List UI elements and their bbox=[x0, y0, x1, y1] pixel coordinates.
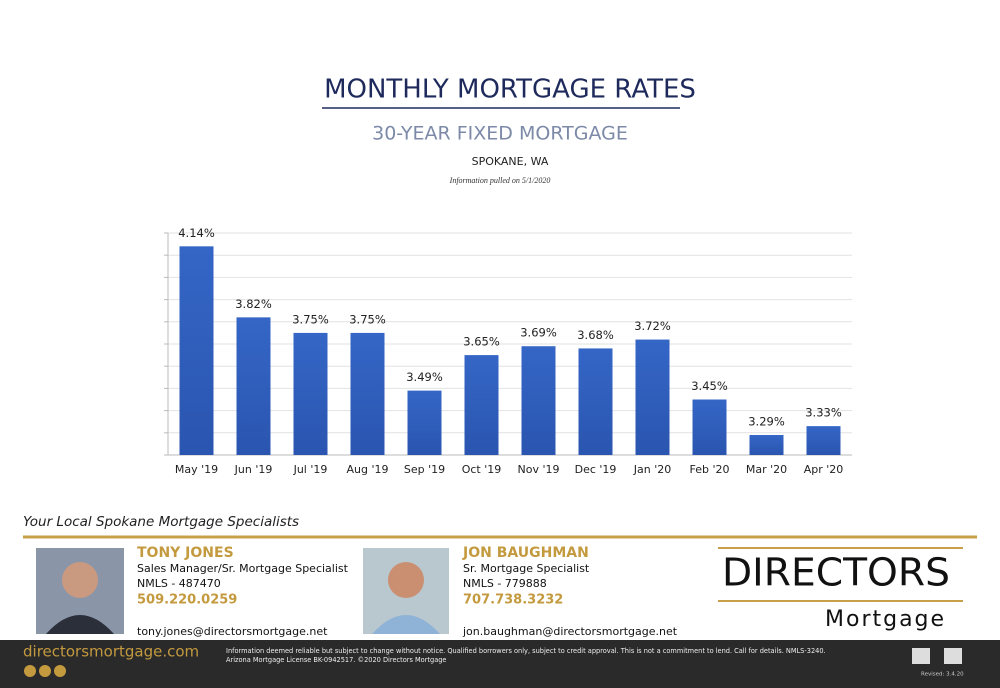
bar bbox=[407, 390, 442, 455]
social-icon[interactable] bbox=[54, 665, 66, 677]
bar bbox=[179, 246, 214, 455]
x-tick-label: Aug '19 bbox=[347, 463, 389, 476]
logo-name: DIRECTORS bbox=[722, 551, 950, 595]
chart-title: MONTHLY MORTGAGE RATES bbox=[324, 75, 696, 105]
value-label: 3.69% bbox=[520, 326, 557, 340]
agent-phone: 509.220.0259 bbox=[137, 593, 237, 608]
badge bbox=[944, 648, 962, 664]
social-icon[interactable] bbox=[24, 665, 36, 677]
agent-email: tony.jones@directorsmortgage.net bbox=[137, 625, 328, 638]
logo-sub: Mortgage bbox=[825, 607, 946, 632]
revised: Revised: 3.4.20 bbox=[921, 672, 964, 678]
agent-photo-face bbox=[62, 562, 98, 598]
value-label: 3.72% bbox=[634, 319, 671, 333]
value-label: 3.45% bbox=[691, 379, 728, 393]
info-note: Information pulled on 5/1/2020 bbox=[449, 176, 551, 185]
agent-photo-face bbox=[388, 562, 424, 598]
website: directorsmortgage.com bbox=[23, 643, 199, 661]
agent-nmls: NMLS - 779888 bbox=[463, 577, 547, 590]
x-tick-label: Mar '20 bbox=[746, 463, 787, 476]
x-tick-label: Jan '20 bbox=[633, 463, 671, 476]
bar bbox=[692, 399, 727, 455]
x-tick-label: Nov '19 bbox=[518, 463, 560, 476]
agent-email: jon.baughman@directorsmortgage.net bbox=[462, 625, 678, 638]
x-tick-label: Jun '19 bbox=[234, 463, 273, 476]
value-label: 3.33% bbox=[805, 406, 842, 420]
x-tick-label: Dec '19 bbox=[575, 463, 617, 476]
value-label: 4.14% bbox=[178, 226, 215, 240]
value-label: 3.68% bbox=[577, 328, 614, 342]
bar bbox=[236, 317, 271, 455]
bar bbox=[578, 348, 613, 455]
bar bbox=[464, 355, 499, 455]
agent-title: Sales Manager/Sr. Mortgage Specialist bbox=[137, 562, 349, 575]
x-tick-label: Apr '20 bbox=[804, 463, 844, 476]
bar bbox=[635, 339, 670, 455]
bar bbox=[350, 332, 385, 455]
location: SPOKANE, WA bbox=[472, 155, 549, 168]
bar bbox=[749, 435, 784, 455]
x-tick-label: May '19 bbox=[175, 463, 218, 476]
agent-photo-body bbox=[372, 615, 440, 634]
disclaimer: Arizona Mortgage License BK-0942517. ©20… bbox=[226, 656, 446, 664]
bar bbox=[293, 332, 328, 455]
social-icon[interactable] bbox=[39, 665, 51, 677]
bar bbox=[806, 426, 841, 455]
agent-name: TONY JONES bbox=[137, 545, 234, 561]
x-tick-label: Jul '19 bbox=[293, 463, 328, 476]
agent-photo-body bbox=[46, 615, 114, 634]
agent-nmls: NMLS - 487470 bbox=[137, 577, 221, 590]
value-label: 3.75% bbox=[349, 312, 386, 326]
agent-title: Sr. Mortgage Specialist bbox=[463, 562, 590, 575]
value-label: 3.29% bbox=[748, 415, 785, 429]
agent-phone: 707.738.3232 bbox=[463, 593, 563, 608]
value-label: 3.65% bbox=[463, 335, 500, 349]
x-tick-label: Oct '19 bbox=[462, 463, 502, 476]
disclaimer: Information deemed reliable but subject … bbox=[226, 647, 826, 655]
x-tick-label: Feb '20 bbox=[690, 463, 730, 476]
tagline: Your Local Spokane Mortgage Specialists bbox=[23, 514, 299, 530]
badge bbox=[912, 648, 930, 664]
value-label: 3.49% bbox=[406, 370, 443, 384]
value-label: 3.75% bbox=[292, 312, 329, 326]
bar bbox=[521, 346, 556, 455]
value-label: 3.82% bbox=[235, 297, 272, 311]
chart-subtitle: 30-YEAR FIXED MORTGAGE bbox=[372, 123, 628, 145]
x-tick-label: Sep '19 bbox=[404, 463, 445, 476]
footer-bar bbox=[0, 640, 1000, 688]
agent-name: JON BAUGHMAN bbox=[462, 545, 589, 561]
